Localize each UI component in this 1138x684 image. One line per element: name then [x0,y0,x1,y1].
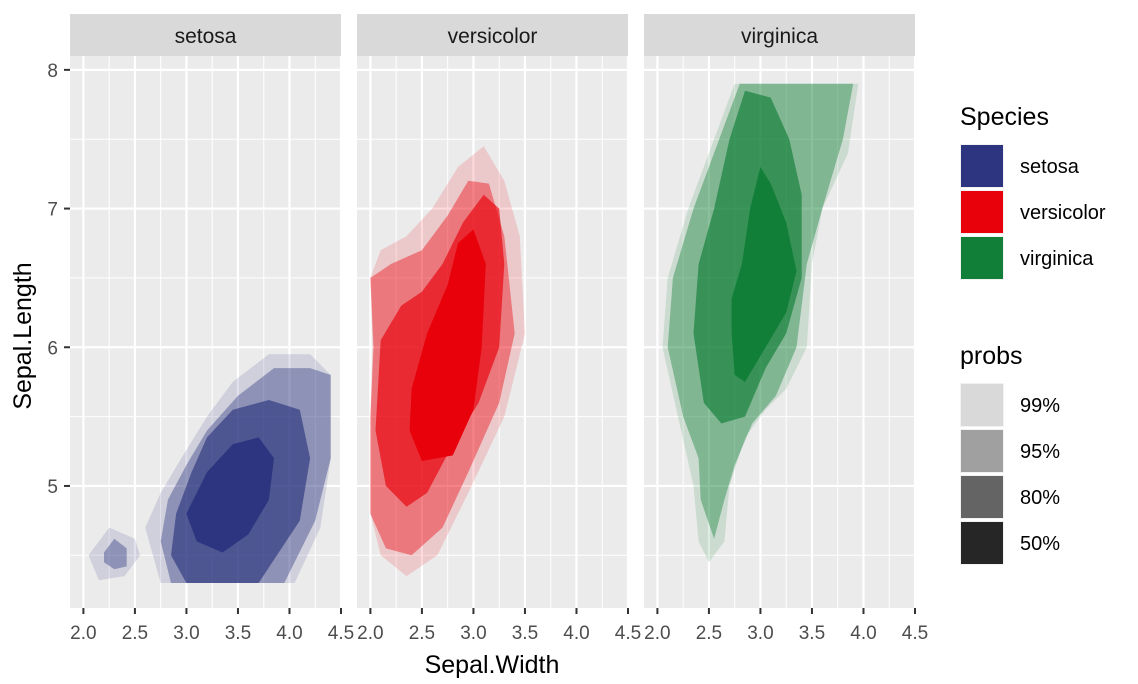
facet-strip [357,14,628,56]
legend-label-probs: 80% [1020,487,1060,509]
x-tick-label: 3.0 [460,623,486,644]
x-tick-label: 4.0 [276,623,302,644]
x-tick-label: 2.5 [696,623,722,644]
facet-versicolor: versicolor [357,14,630,608]
facet-strip-label: setosa [175,25,237,48]
probs-legend-title: probs [960,342,1023,370]
x-tick-label: 2.0 [70,623,96,644]
legend-label-probs: 50% [1020,533,1060,555]
species-legend-title: Species [960,103,1049,131]
legend-swatch-probs-80 [961,476,1003,518]
x-tick-label: 4.5 [328,623,354,644]
x-tick-label: 2.5 [409,623,435,644]
facet-panels: setosa versicolor virginica [70,14,917,608]
x-tick-label: 4.5 [615,623,641,644]
contour-50-versicolor [409,229,486,461]
x-tick-label: 2.0 [644,623,670,644]
facet-strip-label: virginica [741,25,818,48]
x-tick-label: 4.0 [563,623,589,644]
legend-swatch-probs-99 [961,384,1003,426]
legend-swatch-probs-50 [961,522,1003,564]
legend-swatch-probs-95 [961,430,1003,472]
x-tick-label: 4.0 [850,623,876,644]
y-tick-label: 8 [47,61,58,82]
density-contours-versicolor [370,146,525,577]
facet-strip [70,14,341,56]
contour-95-setosa [104,538,127,570]
facet-strip [644,14,915,56]
contour-50-virginica [731,167,797,382]
x-tick-label: 4.5 [902,623,928,644]
y-tick-label: 7 [47,200,58,221]
legend-swatch-versicolor [961,191,1003,233]
x-axis-title: Sepal.Width [425,651,560,679]
x-tick-label: 3.0 [173,623,199,644]
legend-label-virginica: virginica [1020,248,1094,270]
y-axis-title: Sepal.Length [9,262,37,409]
x-tick-label: 2.5 [122,623,148,644]
legend-label-setosa: setosa [1020,156,1080,178]
axes: Sepal.Width Sepal.Length 2.0 2.5 3.0 3.5 4.0… [9,61,928,679]
facet-virginica: virginica [644,14,917,608]
legend-label-versicolor: versicolor [1020,202,1106,224]
x-tick-label: 3.5 [512,623,538,644]
y-tick-label: 5 [47,477,58,498]
y-tick-label: 6 [47,338,58,359]
contour-50-setosa [186,437,274,553]
density-contours-virginica [662,83,859,563]
facet-strip-label: versicolor [448,25,538,48]
facet-setosa: setosa [70,14,343,608]
x-tick-label: 3.0 [747,623,773,644]
legend-label-probs: 99% [1020,395,1060,417]
legend-label-probs: 95% [1020,441,1060,463]
x-tick-label: 2.0 [357,623,383,644]
x-tick-label: 3.5 [225,623,251,644]
density-contours-setosa [88,354,331,583]
legend-swatch-virginica [961,237,1003,279]
x-tick-label: 3.5 [799,623,825,644]
legend: Species probs setosa versicolor virginica 9… [960,103,1106,565]
contour-99-setosa [88,527,141,581]
legend-swatch-setosa [961,145,1003,187]
